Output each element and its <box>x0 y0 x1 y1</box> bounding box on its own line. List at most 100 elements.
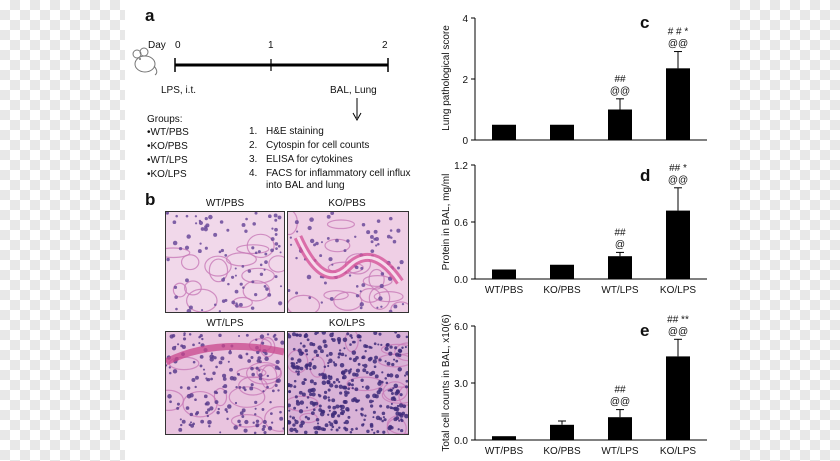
step-text: H&E staining <box>266 126 324 137</box>
nucleus-dot <box>277 367 281 371</box>
nucleus-dot <box>168 371 172 375</box>
nucleus-dot <box>274 227 278 232</box>
nucleus-dot <box>191 378 196 382</box>
alveolus-wall <box>323 290 349 301</box>
significance-label: ## <box>614 385 626 396</box>
nucleus-dot <box>348 372 351 375</box>
nucleus-dot <box>290 357 294 361</box>
nucleus-dot <box>288 420 291 425</box>
nucleus-dot <box>258 376 263 381</box>
nucleus-dot <box>218 310 221 312</box>
nucleus-dot <box>289 243 293 246</box>
nucleus-dot <box>294 365 300 370</box>
nucleus-dot <box>264 260 268 264</box>
alveolus-wall <box>326 219 356 230</box>
significance-label: ## <box>614 227 626 238</box>
nucleus-dot <box>303 378 307 381</box>
nucleus-dot <box>326 237 330 240</box>
nucleus-dot <box>397 428 400 431</box>
nucleus-dot <box>341 409 346 414</box>
bar <box>608 109 632 140</box>
nucleus-dot <box>337 352 342 356</box>
nucleus-dot <box>310 388 314 392</box>
nucleus-dot <box>250 355 254 359</box>
nucleus-dot <box>318 394 322 398</box>
airway-lumen <box>296 236 402 283</box>
nucleus-dot <box>313 243 317 247</box>
nucleus-dot <box>241 264 245 268</box>
nucleus-dot <box>394 374 400 379</box>
nucleus-dot <box>355 427 358 431</box>
y-tick-label: 6.0 <box>454 322 468 333</box>
nucleus-dot <box>404 374 407 377</box>
nucleus-dot <box>337 341 341 345</box>
nucleus-dot <box>247 269 252 273</box>
nucleus-dot <box>350 383 354 387</box>
nucleus-dot <box>182 337 187 341</box>
nucleus-dot <box>255 366 259 370</box>
nucleus-dot <box>346 408 350 412</box>
nucleus-dot <box>218 360 223 365</box>
nucleus-dot <box>295 370 298 373</box>
nucleus-dot <box>256 350 260 355</box>
nucleus-dot <box>185 214 189 218</box>
nucleus-dot <box>306 396 310 399</box>
nucleus-dot <box>404 413 408 419</box>
nucleus-dot <box>266 374 270 378</box>
nucleus-dot <box>357 362 361 366</box>
nucleus-dot <box>169 400 172 404</box>
nucleus-dot <box>309 342 314 346</box>
nucleus-dot <box>378 379 382 384</box>
nucleus-dot <box>263 284 267 288</box>
nucleus-dot <box>273 213 278 218</box>
nucleus-dot <box>392 387 395 390</box>
nucleus-dot <box>348 274 352 277</box>
nucleus-dot <box>288 409 291 412</box>
nucleus-dot <box>386 373 390 376</box>
nucleus-dot <box>304 349 308 353</box>
nucleus-dot <box>397 266 400 270</box>
nucleus-dot <box>175 214 178 218</box>
nucleus-dot <box>259 334 265 339</box>
nucleus-dot <box>396 404 400 408</box>
nucleus-dot <box>396 228 401 233</box>
step-number: 3. <box>249 154 258 165</box>
nucleus-dot <box>244 419 249 425</box>
nucleus-dot <box>300 351 304 355</box>
nucleus-dot <box>320 301 323 304</box>
nucleus-dot <box>299 400 305 405</box>
step-number: 1. <box>249 126 258 137</box>
nucleus-dot <box>371 428 374 431</box>
significance-label: # # * <box>668 27 689 38</box>
nucleus-dot <box>304 415 308 419</box>
bar <box>666 210 690 279</box>
nucleus-dot <box>254 251 258 255</box>
nucleus-dot <box>330 212 335 215</box>
nucleus-dot <box>213 303 217 307</box>
nucleus-dot <box>381 371 384 374</box>
nucleus-dot <box>355 409 358 412</box>
nucleus-dot <box>328 420 331 424</box>
nucleus-dot <box>249 386 254 391</box>
nucleus-dot <box>369 356 373 361</box>
nucleus-dot <box>380 343 383 346</box>
nucleus-dot <box>320 372 325 377</box>
nucleus-dot <box>342 374 347 380</box>
nucleus-dot <box>327 388 331 392</box>
nucleus-dot <box>349 343 352 346</box>
nucleus-dot <box>315 425 321 431</box>
nucleus-dot <box>251 246 255 250</box>
nucleus-dot <box>329 383 334 388</box>
nucleus-dot <box>363 418 366 422</box>
nucleus-dot <box>234 289 239 294</box>
nucleus-dot <box>330 338 334 341</box>
nucleus-dot <box>269 401 272 404</box>
nucleus-dot <box>360 266 364 270</box>
nucleus-dot <box>331 332 334 335</box>
nucleus-dot <box>274 275 278 279</box>
group-item: •KO/LPS <box>147 169 187 180</box>
nucleus-dot <box>363 363 368 369</box>
nucleus-dot <box>241 222 246 227</box>
nucleus-dot <box>323 390 328 394</box>
nucleus-dot <box>242 386 246 390</box>
